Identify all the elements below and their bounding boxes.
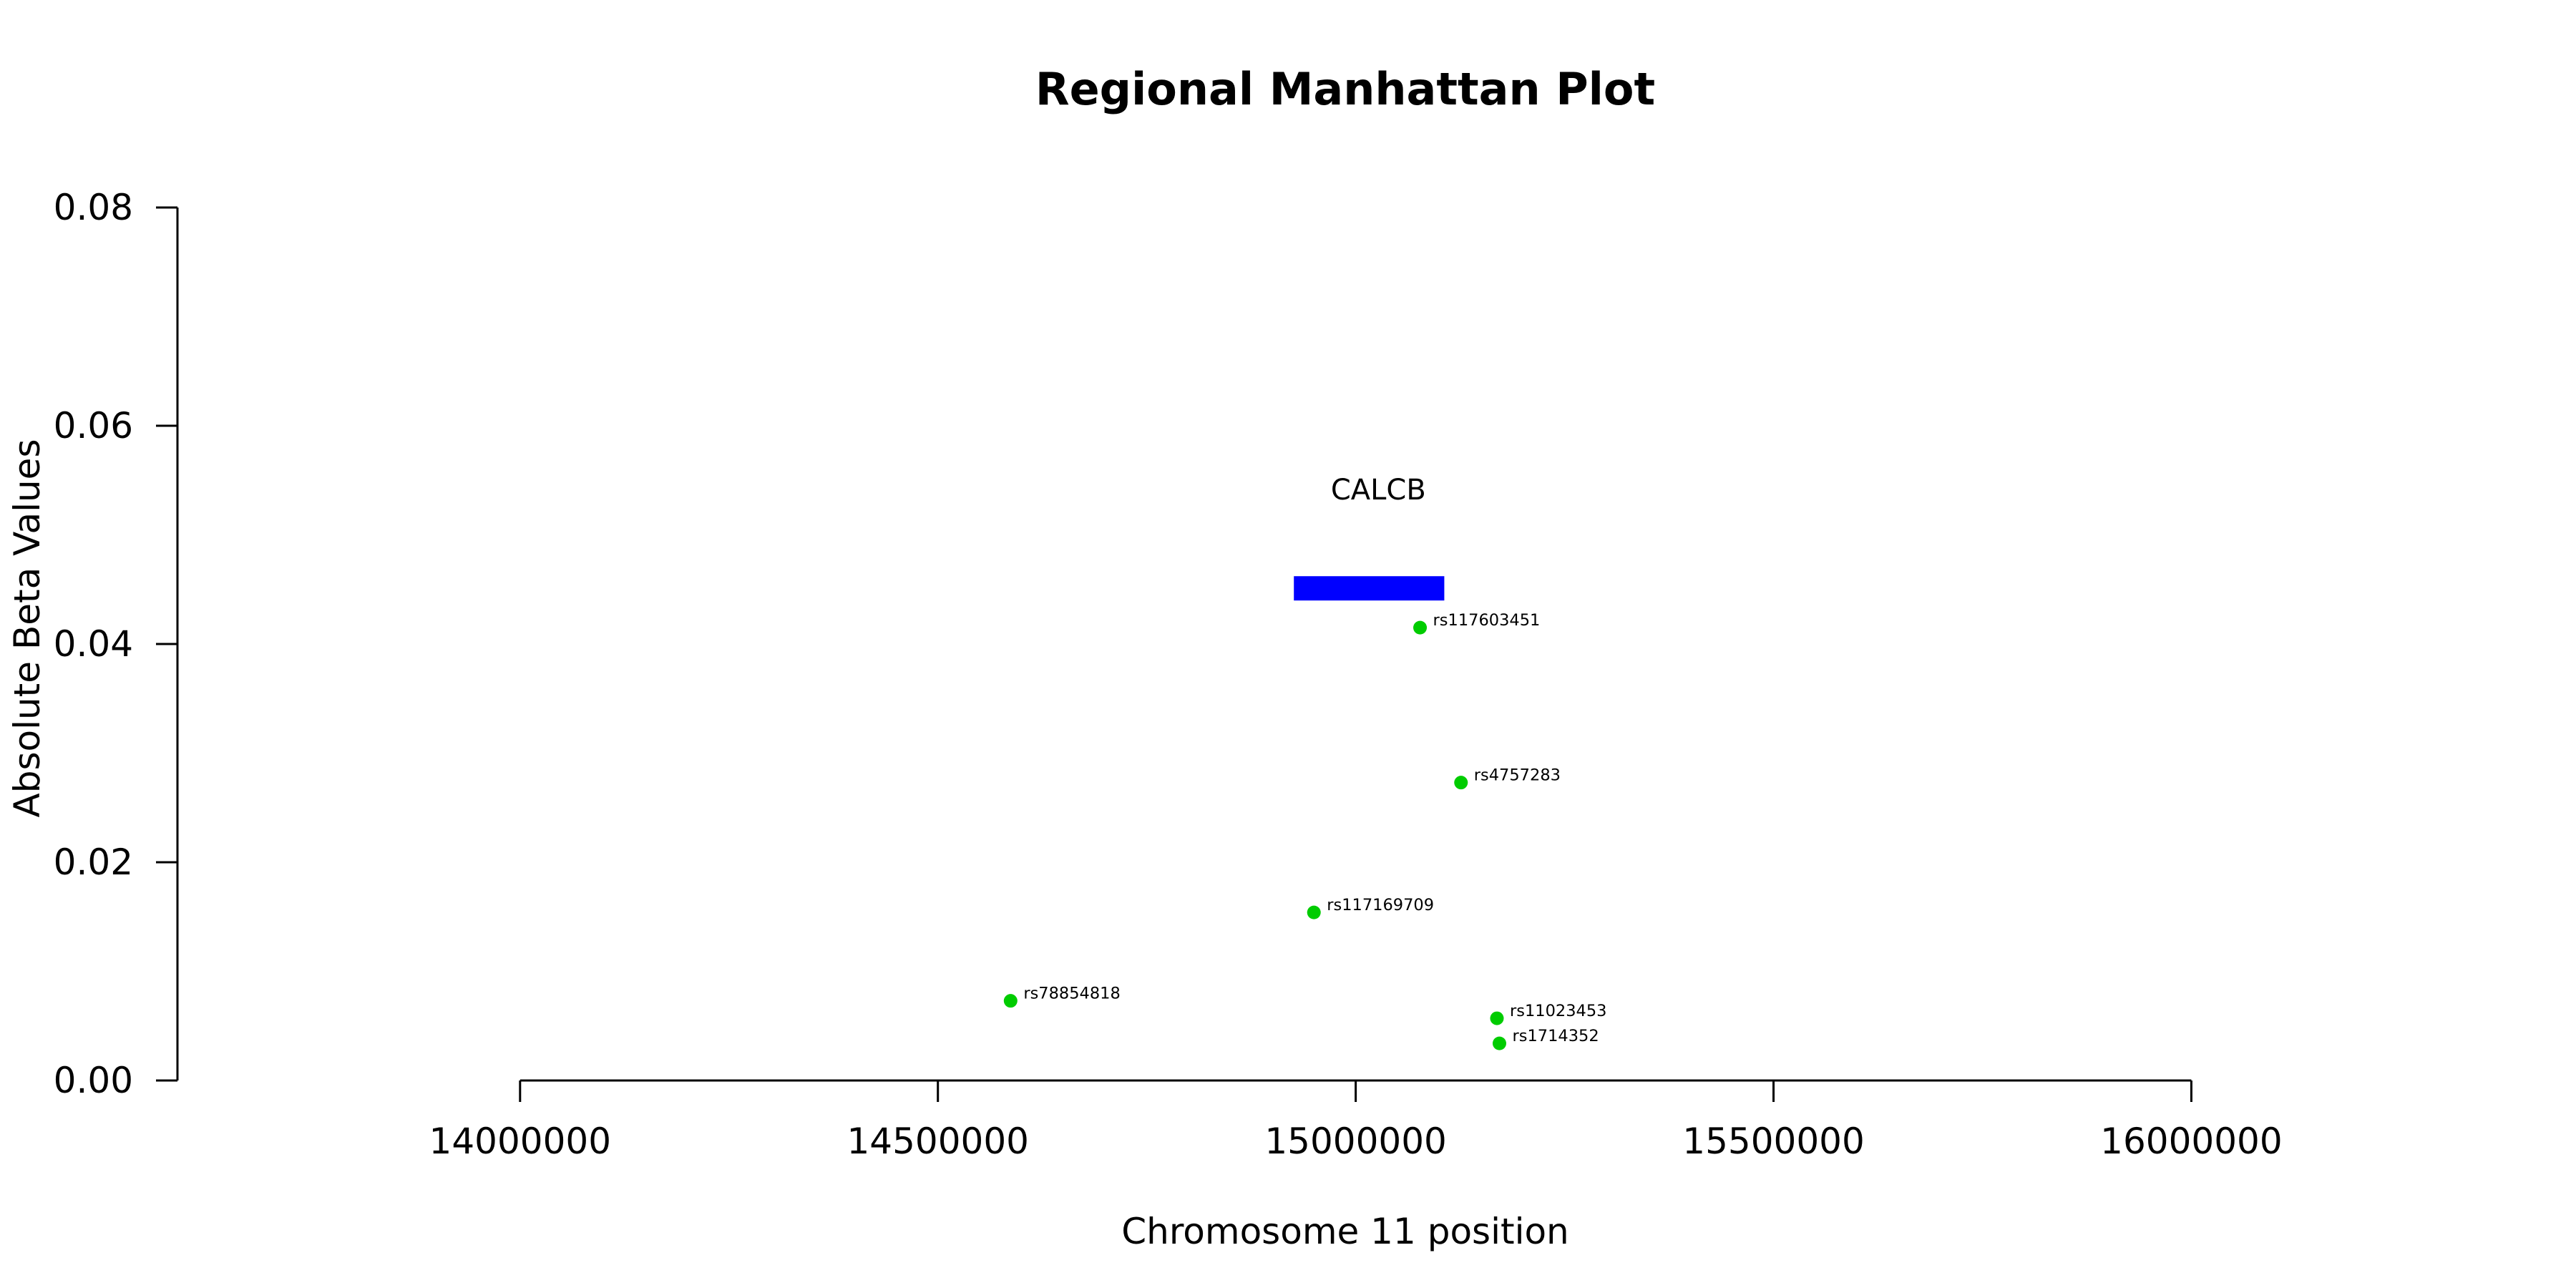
snp-point — [1307, 905, 1321, 919]
snp-point — [1454, 776, 1468, 790]
y-axis-label: Absolute Beta Values — [6, 439, 48, 818]
x-tick-label: 14000000 — [429, 1121, 612, 1162]
gene-bar — [1294, 576, 1445, 601]
y-tick-label: 0.00 — [54, 1060, 133, 1101]
x-axis: 14000000 14500000 15000000 15500000 16000000 — [429, 1079, 2283, 1162]
y-tick-label: 0.04 — [54, 623, 133, 665]
x-tick-label: 14500000 — [847, 1121, 1029, 1162]
chart-title: Regional Manhattan Plot — [1035, 63, 1655, 115]
gene-track: CALCB — [1294, 474, 1445, 601]
snp-point — [1003, 994, 1018, 1008]
snp-label: rs11023453 — [1510, 1002, 1607, 1020]
snp-label: rs4757283 — [1474, 766, 1561, 785]
snp-point — [1413, 620, 1428, 635]
snp-label: rs117169709 — [1327, 896, 1434, 914]
snp-point — [1492, 1036, 1506, 1050]
x-axis-label: Chromosome 11 position — [1121, 1211, 1569, 1252]
y-tick-label: 0.02 — [54, 841, 133, 883]
snp-label: rs117603451 — [1433, 611, 1541, 630]
snp-point — [1490, 1011, 1504, 1025]
snp-label: rs1714352 — [1512, 1027, 1599, 1045]
x-tick-label: 15500000 — [1682, 1121, 1865, 1162]
snp-points: rs117603451 rs4757283 rs117169709 rs7885481… — [1003, 611, 1607, 1050]
x-tick-label: 16000000 — [2100, 1121, 2283, 1162]
y-tick-label: 0.06 — [54, 405, 133, 447]
snp-label: rs78854818 — [1023, 985, 1121, 1003]
y-tick-label: 0.08 — [54, 187, 133, 228]
gene-label: CALCB — [1331, 474, 1426, 507]
y-axis: 0.00 0.02 0.04 0.06 0.08 — [54, 187, 179, 1101]
x-tick-label: 15000000 — [1264, 1121, 1447, 1162]
